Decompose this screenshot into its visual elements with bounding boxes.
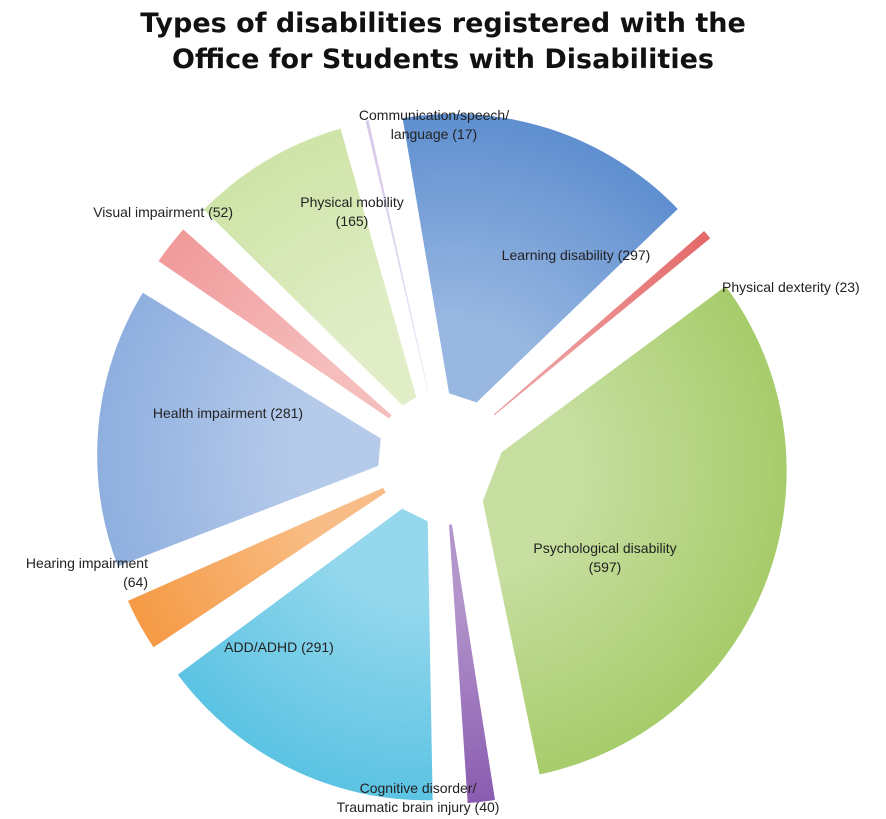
slice-label-line: Traumatic brain injury (40) xyxy=(337,799,500,815)
slice-label-line: language (17) xyxy=(391,126,477,142)
slice-label: Visual impairment (52) xyxy=(93,204,233,220)
slice-label-line: (64) xyxy=(123,574,148,590)
pie-slice-shading xyxy=(493,231,711,416)
chart-title-line-1: Types of disabilities registered with th… xyxy=(140,8,746,39)
slice-label-line: ADD/ADHD (291) xyxy=(224,639,334,655)
slice-label-line: Hearing impairment xyxy=(26,555,148,571)
pie-slice-shading xyxy=(449,524,496,804)
slice-label-line: (597) xyxy=(589,559,622,575)
slice-label-line: Health impairment (281) xyxy=(153,405,303,421)
pie-slice-shading xyxy=(127,487,386,648)
pie-slice-shading xyxy=(402,113,678,403)
slice-label: Communication/speech/language (17) xyxy=(359,107,509,142)
pie-slice-shading xyxy=(177,508,433,801)
pie-slice-shading xyxy=(365,120,429,393)
pie-slice-shading xyxy=(97,292,381,567)
slice-label-line: Physical mobility xyxy=(300,194,403,210)
slice-label-line: Communication/speech/ xyxy=(359,107,509,123)
pie-slice-shading xyxy=(158,229,392,419)
slice-label-line: Visual impairment (52) xyxy=(93,204,233,220)
slice-label: ADD/ADHD (291) xyxy=(224,639,334,655)
chart-title-line-2: Office for Students with Disabilities xyxy=(172,44,714,75)
slice-label: Physical dexterity (23) xyxy=(722,279,860,295)
chart-title: Types of disabilities registered with th… xyxy=(0,6,886,78)
slice-label: Physical mobility (165) xyxy=(300,194,403,229)
pie-slice-shading xyxy=(482,286,787,775)
slice-label-line: Psychological disability xyxy=(533,540,676,556)
slice-label: Learning disability (297) xyxy=(502,247,651,263)
slice-label: Cognitive disorder/Traumatic brain injur… xyxy=(337,780,500,815)
slice-label-line: Learning disability (297) xyxy=(502,247,651,263)
pie-slice-shading xyxy=(203,128,417,406)
slice-label: Psychological disability (597) xyxy=(533,540,676,575)
slice-label: Hearing impairment (64) xyxy=(26,555,148,590)
slice-label-line: Cognitive disorder/ xyxy=(360,780,477,796)
slice-label-line: (165) xyxy=(336,213,369,229)
slice-label-line: Physical dexterity (23) xyxy=(722,279,860,295)
slice-label: Health impairment (281) xyxy=(153,405,303,421)
